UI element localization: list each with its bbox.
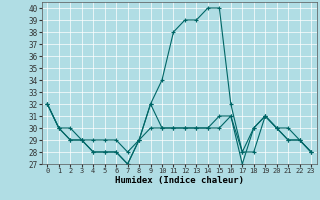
X-axis label: Humidex (Indice chaleur): Humidex (Indice chaleur): [115, 176, 244, 185]
